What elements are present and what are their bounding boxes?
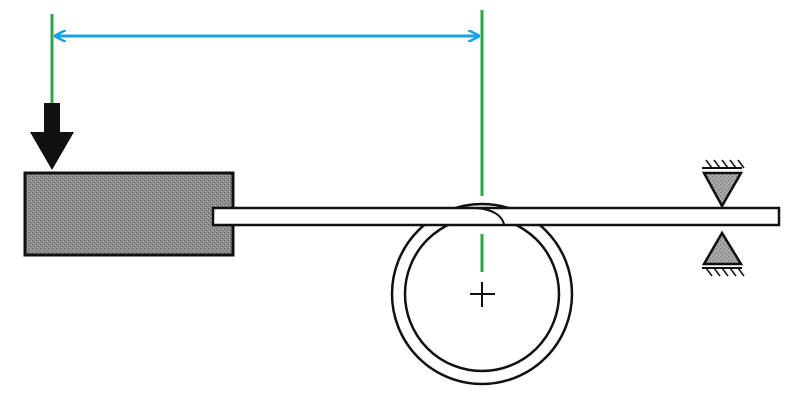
sliding-block [23,171,235,257]
plus-icon [470,282,495,307]
upper-support-icon [701,159,745,209]
lower-support-icon [701,230,745,277]
thin-strip [211,206,781,227]
load-arrow-icon [30,103,74,170]
